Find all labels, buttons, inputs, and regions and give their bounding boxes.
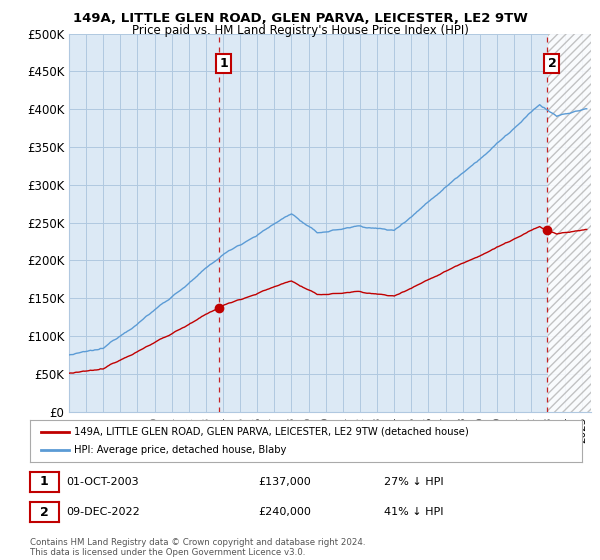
Text: £137,000: £137,000	[258, 477, 311, 487]
Text: 09-DEC-2022: 09-DEC-2022	[66, 507, 140, 517]
Text: 27% ↓ HPI: 27% ↓ HPI	[384, 477, 443, 487]
Text: HPI: Average price, detached house, Blaby: HPI: Average price, detached house, Blab…	[74, 445, 287, 455]
Text: 149A, LITTLE GLEN ROAD, GLEN PARVA, LEICESTER, LE2 9TW: 149A, LITTLE GLEN ROAD, GLEN PARVA, LEIC…	[73, 12, 527, 25]
Text: 1: 1	[40, 475, 49, 488]
Text: £240,000: £240,000	[258, 507, 311, 517]
Text: Contains HM Land Registry data © Crown copyright and database right 2024.
This d: Contains HM Land Registry data © Crown c…	[30, 538, 365, 557]
Text: 2: 2	[40, 506, 49, 519]
Text: 41% ↓ HPI: 41% ↓ HPI	[384, 507, 443, 517]
Text: Price paid vs. HM Land Registry's House Price Index (HPI): Price paid vs. HM Land Registry's House …	[131, 24, 469, 36]
Bar	[548, 34, 591, 412]
Bar	[548, 34, 591, 412]
Text: 149A, LITTLE GLEN ROAD, GLEN PARVA, LEICESTER, LE2 9TW (detached house): 149A, LITTLE GLEN ROAD, GLEN PARVA, LEIC…	[74, 427, 469, 437]
Text: 01-OCT-2003: 01-OCT-2003	[66, 477, 139, 487]
Text: 2: 2	[548, 57, 556, 71]
Text: 1: 1	[220, 57, 228, 71]
